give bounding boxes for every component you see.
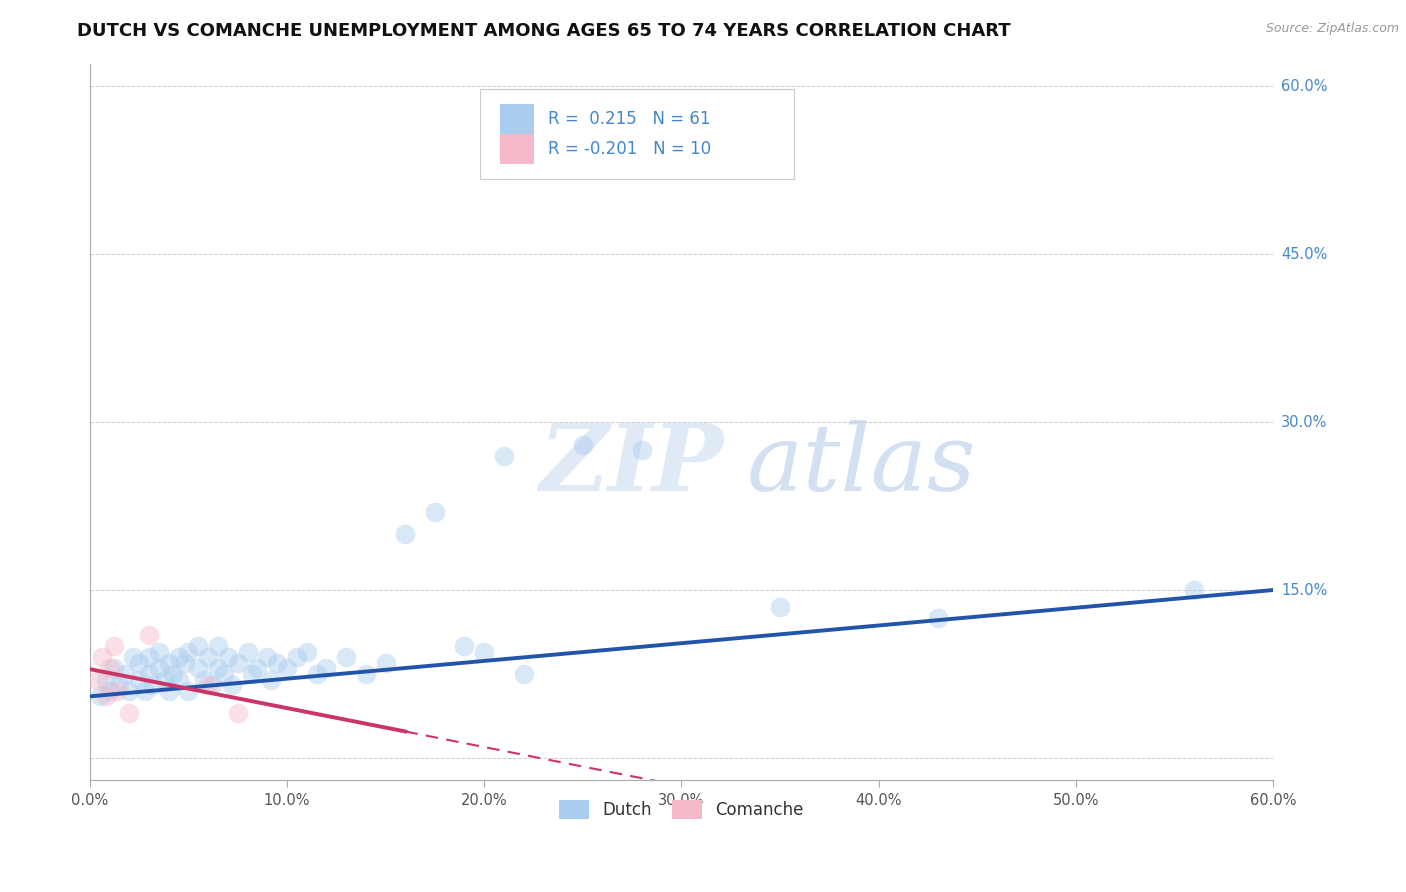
Point (167, 650, 190, 665)
FancyBboxPatch shape (501, 135, 533, 164)
Point (98, 683, 121, 698)
Point (217, 650, 239, 665)
Point (207, 661, 229, 675)
Point (94, 673, 117, 687)
Point (226, 656, 249, 670)
Point (394, 527, 416, 541)
Point (927, 611, 949, 625)
Point (266, 656, 288, 670)
Point (162, 667, 184, 681)
Point (98, 661, 121, 675)
Point (295, 644, 318, 658)
Point (221, 678, 243, 692)
Text: 15.0%: 15.0% (1281, 582, 1327, 598)
Point (177, 683, 200, 698)
Point (128, 673, 150, 687)
Text: DUTCH VS COMANCHE UNEMPLOYMENT AMONG AGES 65 TO 74 YEARS CORRELATION CHART: DUTCH VS COMANCHE UNEMPLOYMENT AMONG AGE… (77, 22, 1011, 40)
Point (512, 667, 534, 681)
Point (207, 639, 229, 653)
FancyBboxPatch shape (501, 104, 533, 135)
Point (335, 650, 357, 665)
Point (285, 650, 308, 665)
FancyBboxPatch shape (481, 89, 794, 178)
Point (276, 661, 298, 675)
Text: ZIP: ZIP (540, 420, 724, 510)
Point (354, 667, 377, 681)
Point (94, 690, 117, 704)
Point (148, 644, 170, 658)
Point (90, 650, 112, 665)
Point (197, 678, 219, 692)
Point (108, 678, 131, 692)
Point (315, 661, 337, 675)
Point (240, 667, 263, 681)
Point (472, 644, 495, 658)
Point (167, 673, 190, 687)
Point (246, 661, 269, 675)
Point (236, 644, 259, 658)
Legend: Dutch, Comanche: Dutch, Comanche (553, 793, 810, 826)
Point (107, 683, 129, 698)
Point (142, 678, 165, 692)
Point (138, 628, 160, 642)
Point (177, 644, 200, 658)
Point (103, 639, 125, 653)
Point (201, 678, 224, 692)
Point (128, 656, 150, 670)
Text: Source: ZipAtlas.com: Source: ZipAtlas.com (1265, 22, 1399, 36)
Point (631, 443, 654, 458)
Point (197, 650, 219, 665)
Point (492, 449, 515, 463)
Text: 30.0%: 30.0% (1281, 415, 1327, 430)
Point (193, 673, 215, 687)
Point (769, 599, 792, 614)
Point (173, 656, 195, 670)
Point (103, 661, 125, 675)
Point (138, 667, 160, 681)
Point (1182, 582, 1205, 597)
Point (118, 706, 141, 720)
Point (89, 690, 111, 704)
Text: R = -0.201   N = 10: R = -0.201 N = 10 (548, 140, 711, 158)
Point (157, 683, 180, 698)
Point (260, 673, 283, 687)
Point (118, 683, 141, 698)
Point (138, 650, 160, 665)
Point (226, 706, 249, 720)
Point (187, 661, 209, 675)
Text: R =  0.215   N = 61: R = 0.215 N = 61 (548, 111, 710, 128)
Text: atlas: atlas (747, 420, 976, 510)
Point (87, 673, 110, 687)
Point (134, 683, 156, 698)
Point (114, 667, 136, 681)
Point (212, 667, 235, 681)
Point (153, 673, 176, 687)
Point (374, 656, 396, 670)
Point (256, 650, 278, 665)
Point (187, 639, 209, 653)
Point (423, 505, 446, 519)
Text: 60.0%: 60.0% (1281, 79, 1327, 94)
Point (122, 650, 145, 665)
Point (453, 639, 475, 653)
Text: 45.0%: 45.0% (1281, 247, 1327, 262)
Point (148, 661, 170, 675)
Point (157, 656, 180, 670)
Point (305, 667, 328, 681)
Point (572, 437, 595, 451)
